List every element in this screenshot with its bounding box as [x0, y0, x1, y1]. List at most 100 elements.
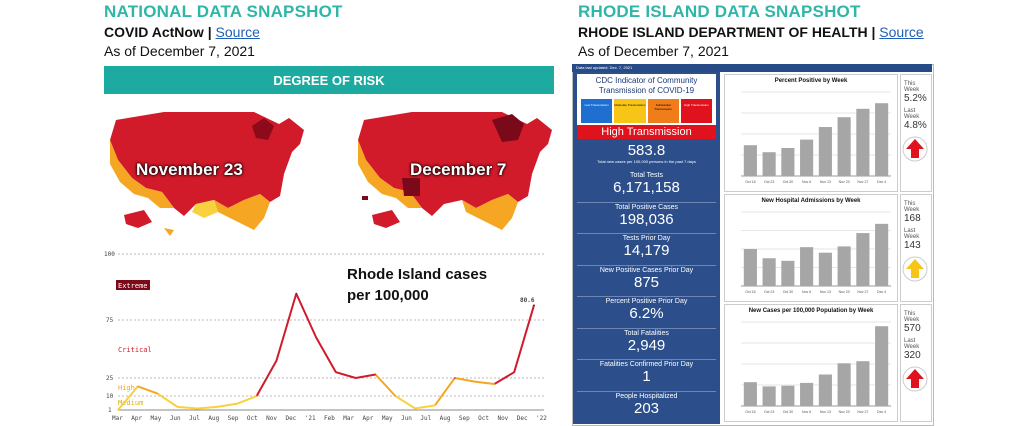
cdc-legend: Low Transmission Moderate Transmission S…	[581, 99, 712, 123]
last-week-value: 143	[904, 240, 921, 251]
x-tick-label: Nov 20	[839, 180, 850, 184]
stat-rate-label: Total new cases per 100,000 persons in t…	[597, 159, 696, 164]
x-tick-label: Jun	[170, 415, 181, 422]
x-tick-label: Oct 16	[745, 410, 755, 414]
x-tick-label: Apr	[131, 415, 142, 422]
stat-divider	[577, 201, 716, 203]
ri-update-strip: Data last updated: Dec. 7, 2021	[572, 64, 932, 72]
x-tick-label: Aug	[208, 415, 219, 422]
line-segment	[157, 392, 178, 408]
x-tick-label: Oct 23	[764, 410, 774, 414]
line-segment	[493, 371, 515, 385]
x-tick-label: Mar	[343, 415, 354, 422]
x-tick-label: May	[382, 415, 393, 422]
bar	[856, 108, 870, 176]
up-arrow-icon	[902, 366, 928, 392]
stat-label: Total Tests	[630, 172, 663, 179]
stat-label: Fatalities Confirmed Prior Day	[599, 361, 694, 368]
stat-label: New Positive Cases Prior Day	[599, 266, 694, 274]
bar	[781, 148, 795, 176]
line-point	[414, 407, 416, 410]
line-segment	[197, 405, 218, 410]
level-high-label: High	[118, 384, 135, 392]
x-tick-label: Oct 30	[783, 180, 793, 184]
bar	[781, 385, 795, 406]
stat-block: Tests Prior Day 14,179	[573, 235, 720, 259]
bar	[781, 260, 795, 286]
line-point	[434, 404, 436, 407]
bar	[875, 326, 889, 406]
stat-value: 875	[633, 273, 660, 291]
ri-as-of: As of December 7, 2021	[578, 43, 729, 59]
last-week-label: Last Week	[904, 338, 920, 350]
up-arrow-icon	[902, 256, 928, 282]
this-week-value: 570	[904, 323, 921, 334]
line-segment	[255, 360, 278, 397]
stat-block: Total Positive Cases 198,036	[573, 204, 720, 228]
ri-source-org: RHODE ISLAND DEPARTMENT OF HEALTH	[578, 24, 868, 40]
bar	[800, 382, 814, 406]
line-segment	[177, 405, 198, 410]
stat-divider	[577, 296, 716, 297]
legend-high: High Transmission	[680, 99, 712, 123]
bar	[837, 363, 851, 406]
map-november-23	[110, 112, 304, 236]
x-tick-label: Aug	[440, 415, 451, 422]
x-tick-label: Dec 4	[877, 180, 886, 184]
chart-title: Percent Positive by Week	[774, 78, 848, 84]
stat-block: People Hospitalized 203	[573, 393, 720, 417]
x-tick-label: Dec 4	[877, 290, 886, 294]
this-week-label: This Week	[904, 201, 920, 213]
line-segment	[216, 402, 238, 408]
x-tick-label: Mar	[112, 415, 123, 422]
bar	[743, 249, 757, 286]
percent-positive-chart: Percent Positive by Week Oct 16 Oct 23 Oct…	[724, 74, 898, 192]
x-tick-label: Nov 20	[839, 290, 850, 294]
x-tick-label: Nov 13	[820, 290, 831, 294]
percent-positive-bars: Oct 16 Oct 23 Oct 30 Nov 6 Nov 13 Nov 20 Nov 2…	[741, 91, 891, 184]
stat-label: Total Fatalities	[624, 329, 669, 337]
y-tick-label: 100	[104, 251, 115, 258]
bar	[856, 361, 870, 406]
stat-value: 6.2%	[629, 305, 664, 322]
x-tick-label: Jul	[189, 415, 200, 422]
legend-low: Low Transmission	[581, 99, 613, 123]
bar	[856, 233, 870, 286]
y-tick-label: 10	[106, 393, 114, 400]
line-point	[493, 383, 496, 385]
x-tick-label: Oct 30	[783, 410, 793, 414]
last-week-label: Last Week	[904, 108, 920, 120]
stat-label: People Hospitalized	[615, 392, 678, 400]
line-segment	[236, 395, 258, 405]
x-tick-label: Nov 20	[839, 410, 850, 414]
x-tick-label: Feb	[324, 415, 335, 422]
line-segment	[335, 371, 356, 379]
line-segment	[315, 336, 337, 373]
x-tick-label: Nov 27	[857, 290, 868, 294]
transmission-level-banner: High Transmission	[577, 125, 716, 139]
stat-block: Fatalities Confirmed Prior Day 1	[573, 361, 720, 385]
ri-source-link[interactable]: Source	[879, 24, 924, 40]
x-tick-labels: Mar Apr May Jun Jul Aug Sep Oct Nov Dec '21 Feb Mar A…	[112, 415, 547, 422]
bar	[743, 145, 757, 176]
line-series	[117, 292, 535, 411]
line-point	[295, 292, 298, 295]
line-point	[176, 406, 179, 408]
this-week-value: 5.2%	[904, 93, 927, 104]
side-panel-hospital: This Week 168 Last Week 143	[900, 194, 932, 302]
line-segment	[394, 395, 416, 410]
bar	[800, 139, 814, 176]
line-point	[374, 373, 377, 376]
x-tick-label: Sep	[228, 415, 239, 422]
stat-value: 203	[633, 399, 660, 417]
x-tick-label: Nov 6	[802, 180, 811, 184]
bar	[800, 247, 814, 286]
stat-value: 1	[642, 368, 651, 385]
line-segment	[454, 377, 475, 383]
national-as-of: As of December 7, 2021	[104, 43, 255, 59]
bar	[762, 258, 776, 286]
national-source-link[interactable]: Source	[215, 24, 260, 40]
ri-title: RHODE ISLAND DATA SNAPSHOT	[578, 2, 861, 21]
risk-maps	[110, 112, 552, 236]
degree-of-risk-header: DEGREE OF RISK	[104, 66, 554, 94]
